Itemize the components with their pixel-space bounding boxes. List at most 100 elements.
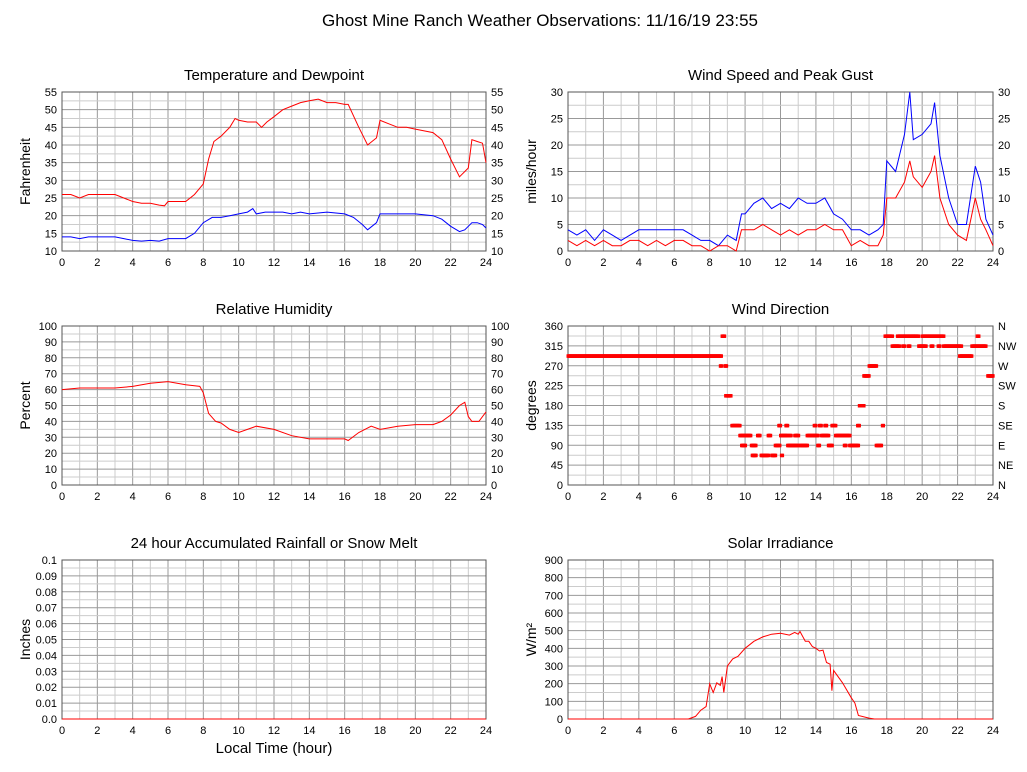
y-tick-label: 0.05	[36, 635, 57, 647]
data-point	[857, 423, 861, 428]
y-tick-label: 500	[545, 626, 563, 638]
y-tick-label: 0	[557, 480, 563, 492]
x-tick-label: 10	[739, 725, 751, 737]
right-tick-label: 30	[491, 432, 503, 444]
y-axis-label: Fahrenheit	[17, 138, 33, 205]
data-point	[916, 334, 921, 338]
x-tick-label: 6	[671, 257, 677, 269]
y-tick-label: 0.1	[42, 555, 57, 567]
x-tick-label: 18	[881, 725, 893, 737]
data-point	[856, 443, 861, 448]
right-tick-label: 10	[998, 193, 1010, 205]
right-tick-label: 15	[491, 228, 503, 240]
right-tick-label: 30	[491, 175, 503, 187]
chart-title: Temperature and Dewpoint	[184, 67, 365, 84]
y-tick-label: 0	[557, 714, 563, 726]
x-axis-label: Local Time (hour)	[216, 740, 333, 757]
series-line-peak-gust	[567, 91, 994, 247]
chart-rain: 24 hour Accumulated Rainfall or Snow Mel…	[17, 535, 492, 737]
data-point	[719, 364, 723, 368]
x-tick-label: 24	[480, 725, 492, 737]
data-point	[881, 423, 886, 428]
right-tick-label: 40	[491, 140, 503, 152]
right-tick-label: 50	[491, 401, 503, 413]
y-tick-label: 90	[551, 440, 563, 452]
y-tick-label: 315	[545, 341, 563, 353]
data-point	[777, 443, 782, 448]
right-tick-label: 25	[491, 193, 503, 205]
series-line-dewpoint	[62, 207, 487, 242]
y-tick-label: 10	[45, 246, 57, 258]
y-tick-label: 5	[557, 220, 563, 232]
y-tick-label: 45	[551, 460, 563, 472]
right-tick-label: S	[998, 401, 1005, 413]
y-tick-label: 0.06	[36, 619, 57, 631]
data-point	[748, 433, 753, 438]
y-tick-label: 100	[545, 696, 563, 708]
x-tick-label: 22	[951, 491, 963, 503]
right-tick-label: W	[998, 361, 1009, 373]
data-point	[796, 433, 801, 438]
x-tick-label: 0	[565, 257, 571, 269]
right-tick-label: 40	[491, 416, 503, 428]
x-tick-label: 16	[339, 257, 351, 269]
y-tick-label: 225	[545, 381, 563, 393]
x-tick-label: 22	[445, 257, 457, 269]
x-tick-label: 6	[165, 491, 171, 503]
data-point	[991, 374, 995, 378]
page-title: Ghost Mine Ranch Weather Observations: 1…	[322, 11, 758, 30]
y-tick-label: 135	[545, 420, 563, 432]
x-tick-label: 14	[810, 491, 822, 503]
x-tick-label: 6	[671, 725, 677, 737]
x-tick-label: 14	[303, 257, 315, 269]
x-tick-label: 8	[200, 491, 206, 503]
y-tick-label: 40	[45, 416, 57, 428]
series-wind-direction	[566, 334, 995, 458]
x-tick-label: 18	[881, 257, 893, 269]
x-tick-label: 18	[374, 491, 386, 503]
data-point	[729, 394, 733, 398]
data-point	[780, 453, 785, 458]
right-tick-label: 20	[491, 211, 503, 223]
x-tick-label: 4	[130, 491, 136, 503]
x-tick-label: 0	[565, 725, 571, 737]
x-tick-label: 20	[916, 491, 928, 503]
x-tick-label: 24	[480, 491, 492, 503]
x-tick-label: 8	[707, 257, 713, 269]
right-tick-label: 10	[491, 464, 503, 476]
right-tick-label: 20	[491, 448, 503, 460]
data-point	[959, 344, 964, 348]
y-tick-label: 800	[545, 573, 563, 585]
data-point	[924, 344, 928, 348]
data-point	[984, 344, 988, 348]
data-point	[867, 374, 871, 378]
x-tick-label: 14	[303, 491, 315, 503]
x-tick-label: 16	[845, 725, 857, 737]
y-tick-label: 70	[45, 369, 57, 381]
data-point	[719, 354, 723, 358]
right-tick-label: SW	[998, 381, 1016, 393]
right-tick-label: SE	[998, 420, 1013, 432]
x-tick-label: 0	[59, 257, 65, 269]
data-point	[862, 404, 866, 408]
right-tick-label: 5	[998, 220, 1004, 232]
y-tick-label: 25	[45, 193, 57, 205]
data-point	[824, 423, 829, 428]
y-tick-label: 55	[45, 87, 57, 99]
x-tick-label: 4	[636, 257, 642, 269]
data-point	[902, 344, 907, 348]
x-tick-label: 2	[600, 491, 606, 503]
data-point	[819, 423, 823, 428]
x-tick-label: 12	[774, 725, 786, 737]
y-tick-label: 60	[45, 385, 57, 397]
y-axis-label: Percent	[17, 381, 33, 429]
y-tick-label: 15	[551, 167, 563, 179]
data-point	[754, 443, 758, 448]
y-tick-label: 0	[51, 480, 57, 492]
y-tick-label: 0.03	[36, 666, 57, 678]
data-point	[785, 423, 790, 428]
x-tick-label: 20	[916, 257, 928, 269]
x-tick-label: 12	[268, 725, 280, 737]
y-tick-label: 0.07	[36, 603, 57, 615]
